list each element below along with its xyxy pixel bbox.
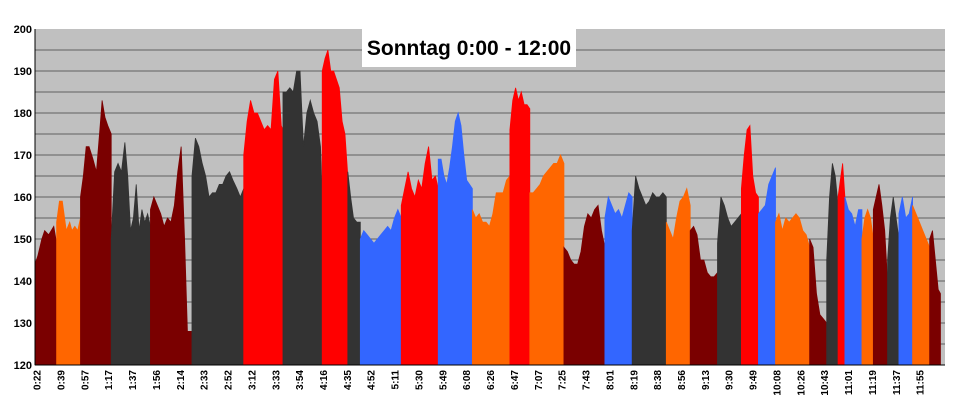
x-tick-label: 1:56 (152, 370, 163, 390)
x-tick-label: 7:25 (558, 370, 569, 390)
series-area-red (837, 163, 846, 366)
x-tick-label: 8:19 (629, 370, 640, 390)
x-tick-label: 8:56 (677, 370, 688, 390)
series-area-orange (775, 212, 811, 366)
x-tick-label: 9:13 (701, 370, 712, 390)
series-area-darkred (150, 146, 193, 366)
y-tick-labels: 120 130 140 150 160 170 180 190 200 (14, 24, 32, 372)
x-tick-label: 1:37 (128, 370, 139, 390)
y-tick-label: 140 (14, 276, 32, 288)
x-tick-label: 1:17 (104, 370, 115, 390)
y-tick-label: 160 (14, 192, 32, 204)
x-tick-label: 4:35 (343, 370, 354, 390)
x-tick-label: 7:43 (582, 370, 593, 390)
series-area-red (243, 70, 284, 366)
x-tick-label: 4:52 (367, 370, 378, 390)
y-tick-label: 180 (14, 108, 32, 120)
y-tick-label: 150 (14, 234, 32, 246)
series-area-red (400, 146, 439, 366)
x-tick-label: 2:14 (176, 370, 187, 390)
x-tick-label: 8:38 (653, 370, 664, 390)
series-area-darkgray (110, 142, 151, 366)
series-area-blue (359, 208, 402, 366)
x-tick-label: 11:01 (844, 370, 855, 395)
x-tick-label: 6:08 (462, 370, 473, 390)
y-tick-label: 190 (14, 66, 32, 78)
series-area-darkgray (631, 175, 667, 366)
x-tick-label: 3:54 (295, 370, 306, 390)
x-tick-label: 9:49 (749, 370, 760, 390)
series-area-blue (437, 111, 473, 366)
series-area-darkgray (717, 196, 742, 366)
x-tick-label: 10:43 (820, 370, 831, 396)
x-tick-label: 2:33 (200, 370, 211, 390)
chart-title-box: Sonntag 0:00 - 12:00 (362, 29, 576, 67)
x-tick-label: 2:52 (224, 370, 235, 390)
x-tick-label: 5:11 (391, 370, 402, 390)
x-tick-label: 0:22 (33, 370, 44, 390)
x-tick-labels: 0:22 0:39 0:57 1:17 1:37 1:56 2:14 2:33 2:52 3:12… (33, 370, 927, 396)
x-tick-label: 5:30 (414, 370, 425, 390)
x-tick-label: 7:07 (534, 370, 545, 390)
x-tick-label: 10:26 (796, 370, 807, 396)
x-tick-label: 3:33 (271, 370, 282, 390)
x-tick-label: 9:30 (725, 370, 736, 390)
series-area-darkred (563, 204, 606, 366)
y-tick-label: 130 (14, 318, 32, 330)
y-tick-label: 170 (14, 150, 32, 162)
x-tick-label: 0:39 (57, 370, 68, 390)
series-area-darkred (80, 100, 112, 366)
series-area-red (509, 87, 531, 366)
x-tick-label: 11:19 (868, 370, 879, 395)
x-tick-label: 8:01 (605, 370, 616, 390)
y-tick-label: 200 (14, 24, 32, 36)
y-tick-label: 120 (14, 360, 32, 372)
x-tick-label: 6:26 (486, 370, 497, 390)
series-area-orange (861, 208, 874, 366)
x-tick-label: 4:16 (319, 370, 330, 390)
series-area-darkgray (282, 70, 323, 366)
series-area-blue (604, 191, 633, 366)
x-tick-label: 5:49 (438, 370, 449, 390)
series-area-blue (898, 196, 913, 366)
x-tick-label: 10:08 (772, 370, 783, 396)
chart-title: Sonntag 0:00 - 12:00 (367, 37, 571, 60)
series-area-blue (844, 196, 863, 366)
x-tick-label: 11:37 (892, 370, 903, 395)
series-area-darkred (929, 230, 941, 366)
series-areas (34, 49, 941, 366)
series-area-darkgray (191, 138, 245, 366)
series-area-orange (529, 153, 565, 366)
x-tick-label: 6:47 (510, 370, 521, 390)
x-tick-label: 3:12 (247, 370, 258, 390)
series-area-orange (471, 174, 511, 366)
x-tick-label: 0:57 (80, 370, 91, 390)
x-tick-label: 11:55 (916, 370, 927, 395)
